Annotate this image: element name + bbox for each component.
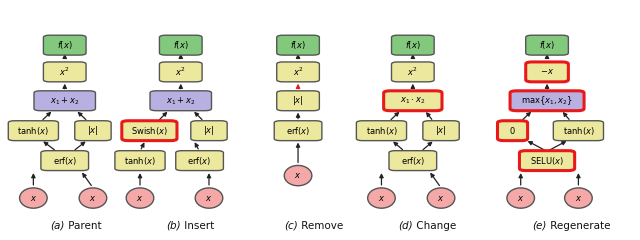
Text: Remove: Remove <box>298 221 343 231</box>
Text: $x^2$: $x^2$ <box>175 66 186 78</box>
FancyBboxPatch shape <box>191 121 227 141</box>
Text: $x$: $x$ <box>517 193 524 203</box>
Text: $\tanh(x)$: $\tanh(x)$ <box>365 125 397 137</box>
Text: $x_1 + x_2$: $x_1 + x_2$ <box>166 95 196 107</box>
FancyBboxPatch shape <box>122 121 177 141</box>
Text: (c): (c) <box>284 221 298 231</box>
FancyBboxPatch shape <box>383 91 442 111</box>
Text: $x$: $x$ <box>90 193 97 203</box>
Text: $\mathrm{SELU}(x)$: $\mathrm{SELU}(x)$ <box>530 155 564 167</box>
Text: $x$: $x$ <box>378 193 385 203</box>
Ellipse shape <box>79 188 107 208</box>
Text: $x_1 + x_2$: $x_1 + x_2$ <box>50 95 79 107</box>
FancyBboxPatch shape <box>389 151 436 171</box>
Text: $\mathrm{erf}(x)$: $\mathrm{erf}(x)$ <box>401 155 425 167</box>
Text: $\mathrm{erf}(x)$: $\mathrm{erf}(x)$ <box>286 125 310 137</box>
FancyBboxPatch shape <box>520 151 575 171</box>
Text: $|x|$: $|x|$ <box>204 124 215 137</box>
FancyBboxPatch shape <box>525 35 568 55</box>
Text: $\max\{x_1, x_2\}$: $\max\{x_1, x_2\}$ <box>521 94 573 107</box>
FancyBboxPatch shape <box>41 151 88 171</box>
Text: $f(x)$: $f(x)$ <box>405 39 420 51</box>
FancyBboxPatch shape <box>276 91 319 111</box>
FancyBboxPatch shape <box>554 121 604 141</box>
FancyBboxPatch shape <box>274 121 322 141</box>
FancyBboxPatch shape <box>44 35 86 55</box>
FancyBboxPatch shape <box>356 121 406 141</box>
Ellipse shape <box>507 188 534 208</box>
Text: $x_1 \cdot x_2$: $x_1 \cdot x_2$ <box>400 96 426 106</box>
Text: (e): (e) <box>532 221 547 231</box>
FancyBboxPatch shape <box>525 62 568 82</box>
Text: $\mathrm{erf}(x)$: $\mathrm{erf}(x)$ <box>52 155 77 167</box>
FancyBboxPatch shape <box>276 62 319 82</box>
Text: $0$: $0$ <box>509 125 516 136</box>
Text: $|x|$: $|x|$ <box>87 124 99 137</box>
Text: Insert: Insert <box>180 221 214 231</box>
FancyBboxPatch shape <box>423 121 460 141</box>
Text: $\tanh(x)$: $\tanh(x)$ <box>563 125 595 137</box>
Text: (a): (a) <box>51 221 65 231</box>
Text: $\mathrm{Swish}(x)$: $\mathrm{Swish}(x)$ <box>131 125 168 137</box>
Ellipse shape <box>564 188 592 208</box>
Text: $-x$: $-x$ <box>540 67 554 76</box>
Ellipse shape <box>284 165 312 186</box>
Text: $x^2$: $x^2$ <box>60 66 70 78</box>
FancyBboxPatch shape <box>497 121 527 141</box>
Text: $x$: $x$ <box>136 193 143 203</box>
Text: $f(x)$: $f(x)$ <box>290 39 306 51</box>
Text: Parent: Parent <box>65 221 101 231</box>
Text: $x^2$: $x^2$ <box>408 66 418 78</box>
Text: (d): (d) <box>398 221 413 231</box>
Text: $f(x)$: $f(x)$ <box>539 39 555 51</box>
FancyBboxPatch shape <box>34 91 95 111</box>
Text: $x$: $x$ <box>294 171 301 180</box>
Text: $x^2$: $x^2$ <box>292 66 303 78</box>
Ellipse shape <box>367 188 396 208</box>
FancyBboxPatch shape <box>159 35 202 55</box>
FancyBboxPatch shape <box>392 35 434 55</box>
Text: $x$: $x$ <box>437 193 445 203</box>
FancyBboxPatch shape <box>75 121 111 141</box>
Ellipse shape <box>428 188 455 208</box>
FancyBboxPatch shape <box>176 151 223 171</box>
FancyBboxPatch shape <box>510 91 584 111</box>
Text: $|x|$: $|x|$ <box>435 124 447 137</box>
FancyBboxPatch shape <box>8 121 58 141</box>
FancyBboxPatch shape <box>115 151 165 171</box>
Text: $\tanh(x)$: $\tanh(x)$ <box>124 155 156 167</box>
Text: $x$: $x$ <box>29 193 37 203</box>
FancyBboxPatch shape <box>44 62 86 82</box>
FancyBboxPatch shape <box>150 91 211 111</box>
Ellipse shape <box>126 188 154 208</box>
Text: $f(x)$: $f(x)$ <box>173 39 189 51</box>
Ellipse shape <box>20 188 47 208</box>
Text: $\tanh(x)$: $\tanh(x)$ <box>17 125 49 137</box>
Text: $x$: $x$ <box>575 193 582 203</box>
Text: (b): (b) <box>166 221 180 231</box>
Text: $f(x)$: $f(x)$ <box>57 39 72 51</box>
FancyBboxPatch shape <box>276 35 319 55</box>
Text: $|x|$: $|x|$ <box>292 94 304 107</box>
Text: $x$: $x$ <box>205 193 212 203</box>
Ellipse shape <box>195 188 223 208</box>
Text: Change: Change <box>413 221 456 231</box>
FancyBboxPatch shape <box>159 62 202 82</box>
FancyBboxPatch shape <box>392 62 434 82</box>
Text: Regenerate: Regenerate <box>547 221 611 231</box>
Text: $\mathrm{erf}(x)$: $\mathrm{erf}(x)$ <box>188 155 212 167</box>
